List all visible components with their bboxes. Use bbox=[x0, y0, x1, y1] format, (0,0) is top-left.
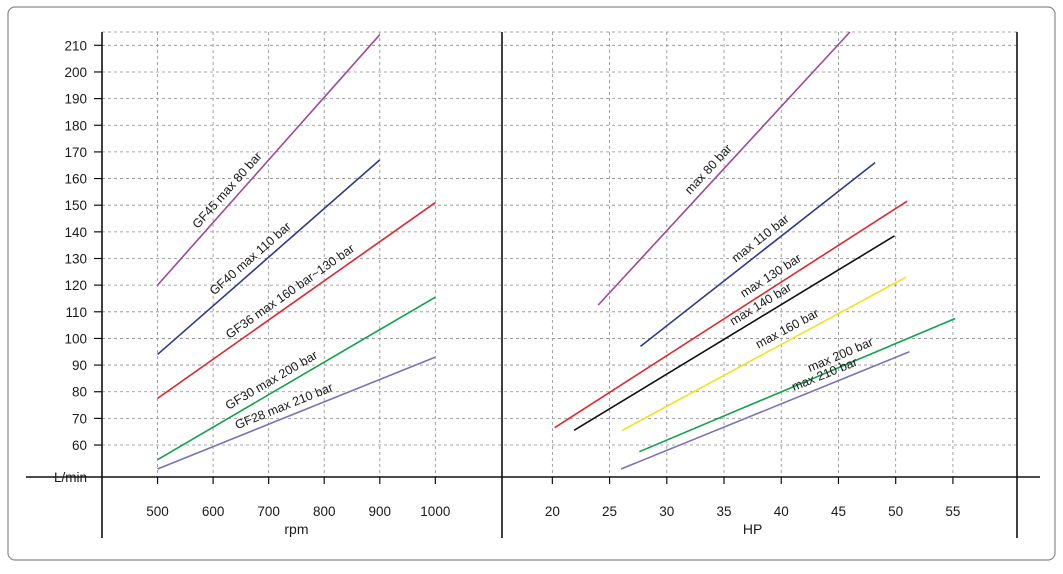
y-tick-label-160: 160 bbox=[64, 172, 87, 187]
grid-layer bbox=[102, 31, 1017, 477]
y-tick-label-200: 200 bbox=[64, 65, 87, 80]
series-line-hp-max-210-bar bbox=[620, 351, 910, 470]
x-tick-label-rpm-500: 500 bbox=[146, 504, 169, 519]
x-tick-label-hp-30: 30 bbox=[659, 504, 674, 519]
x-tick-label-rpm-700: 700 bbox=[257, 504, 280, 519]
x-tick-label-rpm-1000: 1000 bbox=[420, 504, 450, 519]
y-tick-label-150: 150 bbox=[64, 198, 87, 213]
x-tick-label-rpm-600: 600 bbox=[202, 504, 225, 519]
series-line-hp-max-110-bar bbox=[639, 161, 876, 348]
series-line-hp-max-80-bar bbox=[597, 31, 851, 306]
y-tick-label-120: 120 bbox=[64, 278, 87, 293]
y-tick-label-90: 90 bbox=[72, 358, 87, 373]
y-tick-label-140: 140 bbox=[64, 225, 87, 240]
x-tick-label-hp-55: 55 bbox=[945, 504, 960, 519]
y-tick-label-110: 110 bbox=[65, 305, 87, 320]
x-tick-label-hp-45: 45 bbox=[831, 504, 846, 519]
x-tick-label-hp-40: 40 bbox=[774, 504, 789, 519]
series-layer bbox=[156, 31, 956, 470]
series-line-rpm-gf30-max-200-bar bbox=[157, 296, 436, 461]
series-line-rpm-gf28-max-210-bar bbox=[157, 356, 436, 470]
y-tick-label-60: 60 bbox=[72, 438, 87, 453]
series-line-rpm-gf45-max-80-bar bbox=[156, 34, 381, 286]
series-line-hp-max-130-bar bbox=[554, 200, 908, 429]
x-axis-title-rpm: rpm bbox=[284, 521, 308, 537]
y-tick-label-80: 80 bbox=[72, 385, 87, 400]
y-tick-label-70: 70 bbox=[72, 411, 87, 426]
x-tick-label-rpm-800: 800 bbox=[313, 504, 336, 519]
y-tick-label-190: 190 bbox=[64, 92, 87, 107]
x-tick-label-hp-20: 20 bbox=[545, 504, 560, 519]
series-line-hp-max-200-bar bbox=[639, 317, 956, 453]
series-line-hp-max-160-bar bbox=[621, 276, 907, 432]
y-tick-label-130: 130 bbox=[64, 251, 87, 266]
x-tick-label-hp-35: 35 bbox=[717, 504, 732, 519]
axis-layer bbox=[26, 32, 1040, 538]
series-line-rpm-gf36-max-160-bar-130-bar bbox=[157, 201, 436, 400]
x-tick-label-rpm-900: 900 bbox=[369, 504, 392, 519]
x-tick-label-hp-25: 25 bbox=[602, 504, 617, 519]
y-axis-label: L/min bbox=[54, 470, 87, 485]
y-tick-label-180: 180 bbox=[64, 118, 87, 133]
outer-border bbox=[7, 6, 1056, 561]
y-tick-label-210: 210 bbox=[64, 38, 87, 53]
x-tick-label-hp-50: 50 bbox=[888, 504, 903, 519]
y-tick-label-100: 100 bbox=[64, 331, 87, 346]
y-tick-label-170: 170 bbox=[64, 145, 87, 160]
series-line-hp-max-140-bar bbox=[573, 235, 895, 432]
series-line-rpm-gf40-max-110-bar bbox=[157, 159, 381, 356]
x-axis-title-hp: HP bbox=[743, 521, 762, 537]
